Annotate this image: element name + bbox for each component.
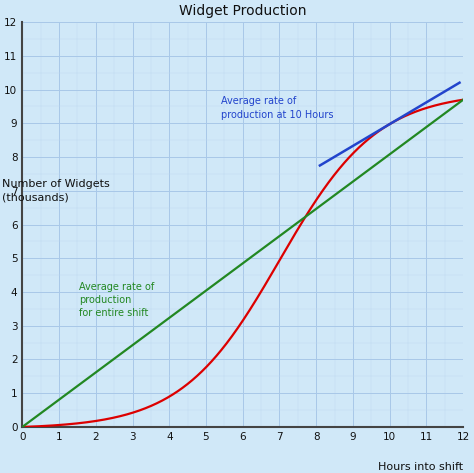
Text: Number of Widgets
(thousands): Number of Widgets (thousands)	[2, 179, 110, 202]
Text: Hours into shift: Hours into shift	[378, 463, 463, 473]
Text: Average rate of
production
for entire shift: Average rate of production for entire sh…	[79, 282, 155, 318]
Text: Average rate of
production at 10 Hours: Average rate of production at 10 Hours	[221, 96, 333, 120]
Title: Widget Production: Widget Production	[179, 4, 307, 18]
